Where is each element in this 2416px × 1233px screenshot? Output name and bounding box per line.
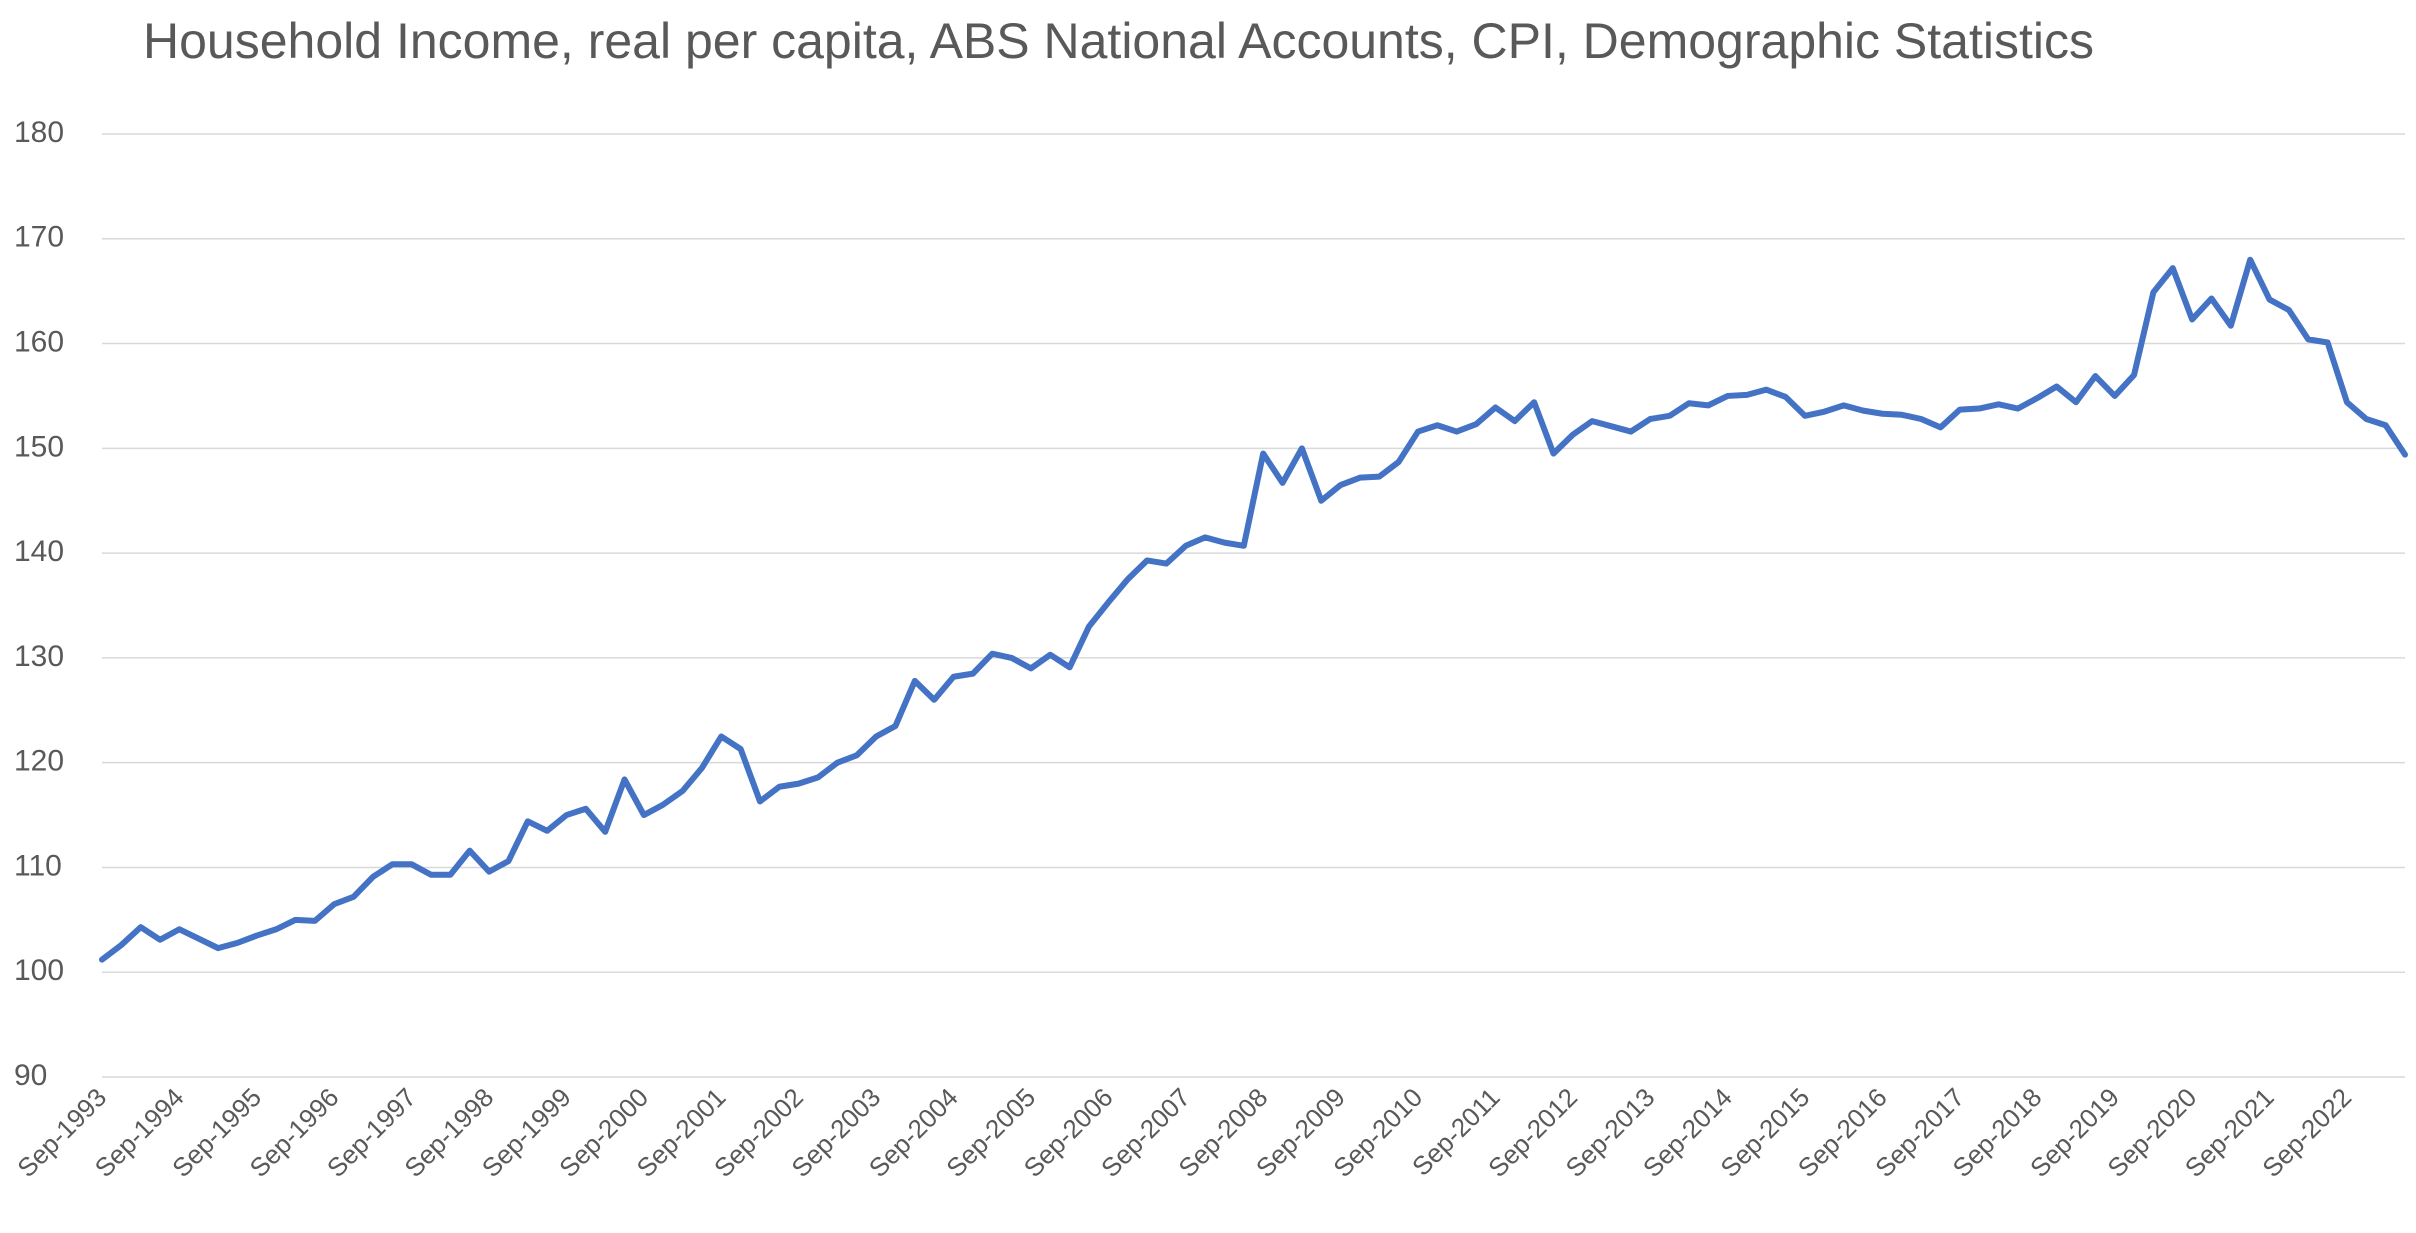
y-tick-label: 100 [14,954,64,987]
y-tick-label: 180 [14,116,64,149]
data-line [99,256,2408,963]
y-tick-label: 90 [14,1059,47,1092]
y-tick-label: 140 [14,535,64,568]
y-tick-label: 110 [14,849,62,882]
y-tick-label: 170 [14,221,64,254]
chart-title: Household Income, real per capita, ABS N… [143,13,2094,69]
y-tick-label: 130 [14,640,64,673]
y-tick-label: 120 [14,745,64,778]
y-tick-label: 160 [14,325,64,358]
y-tick-label: 150 [14,430,64,463]
